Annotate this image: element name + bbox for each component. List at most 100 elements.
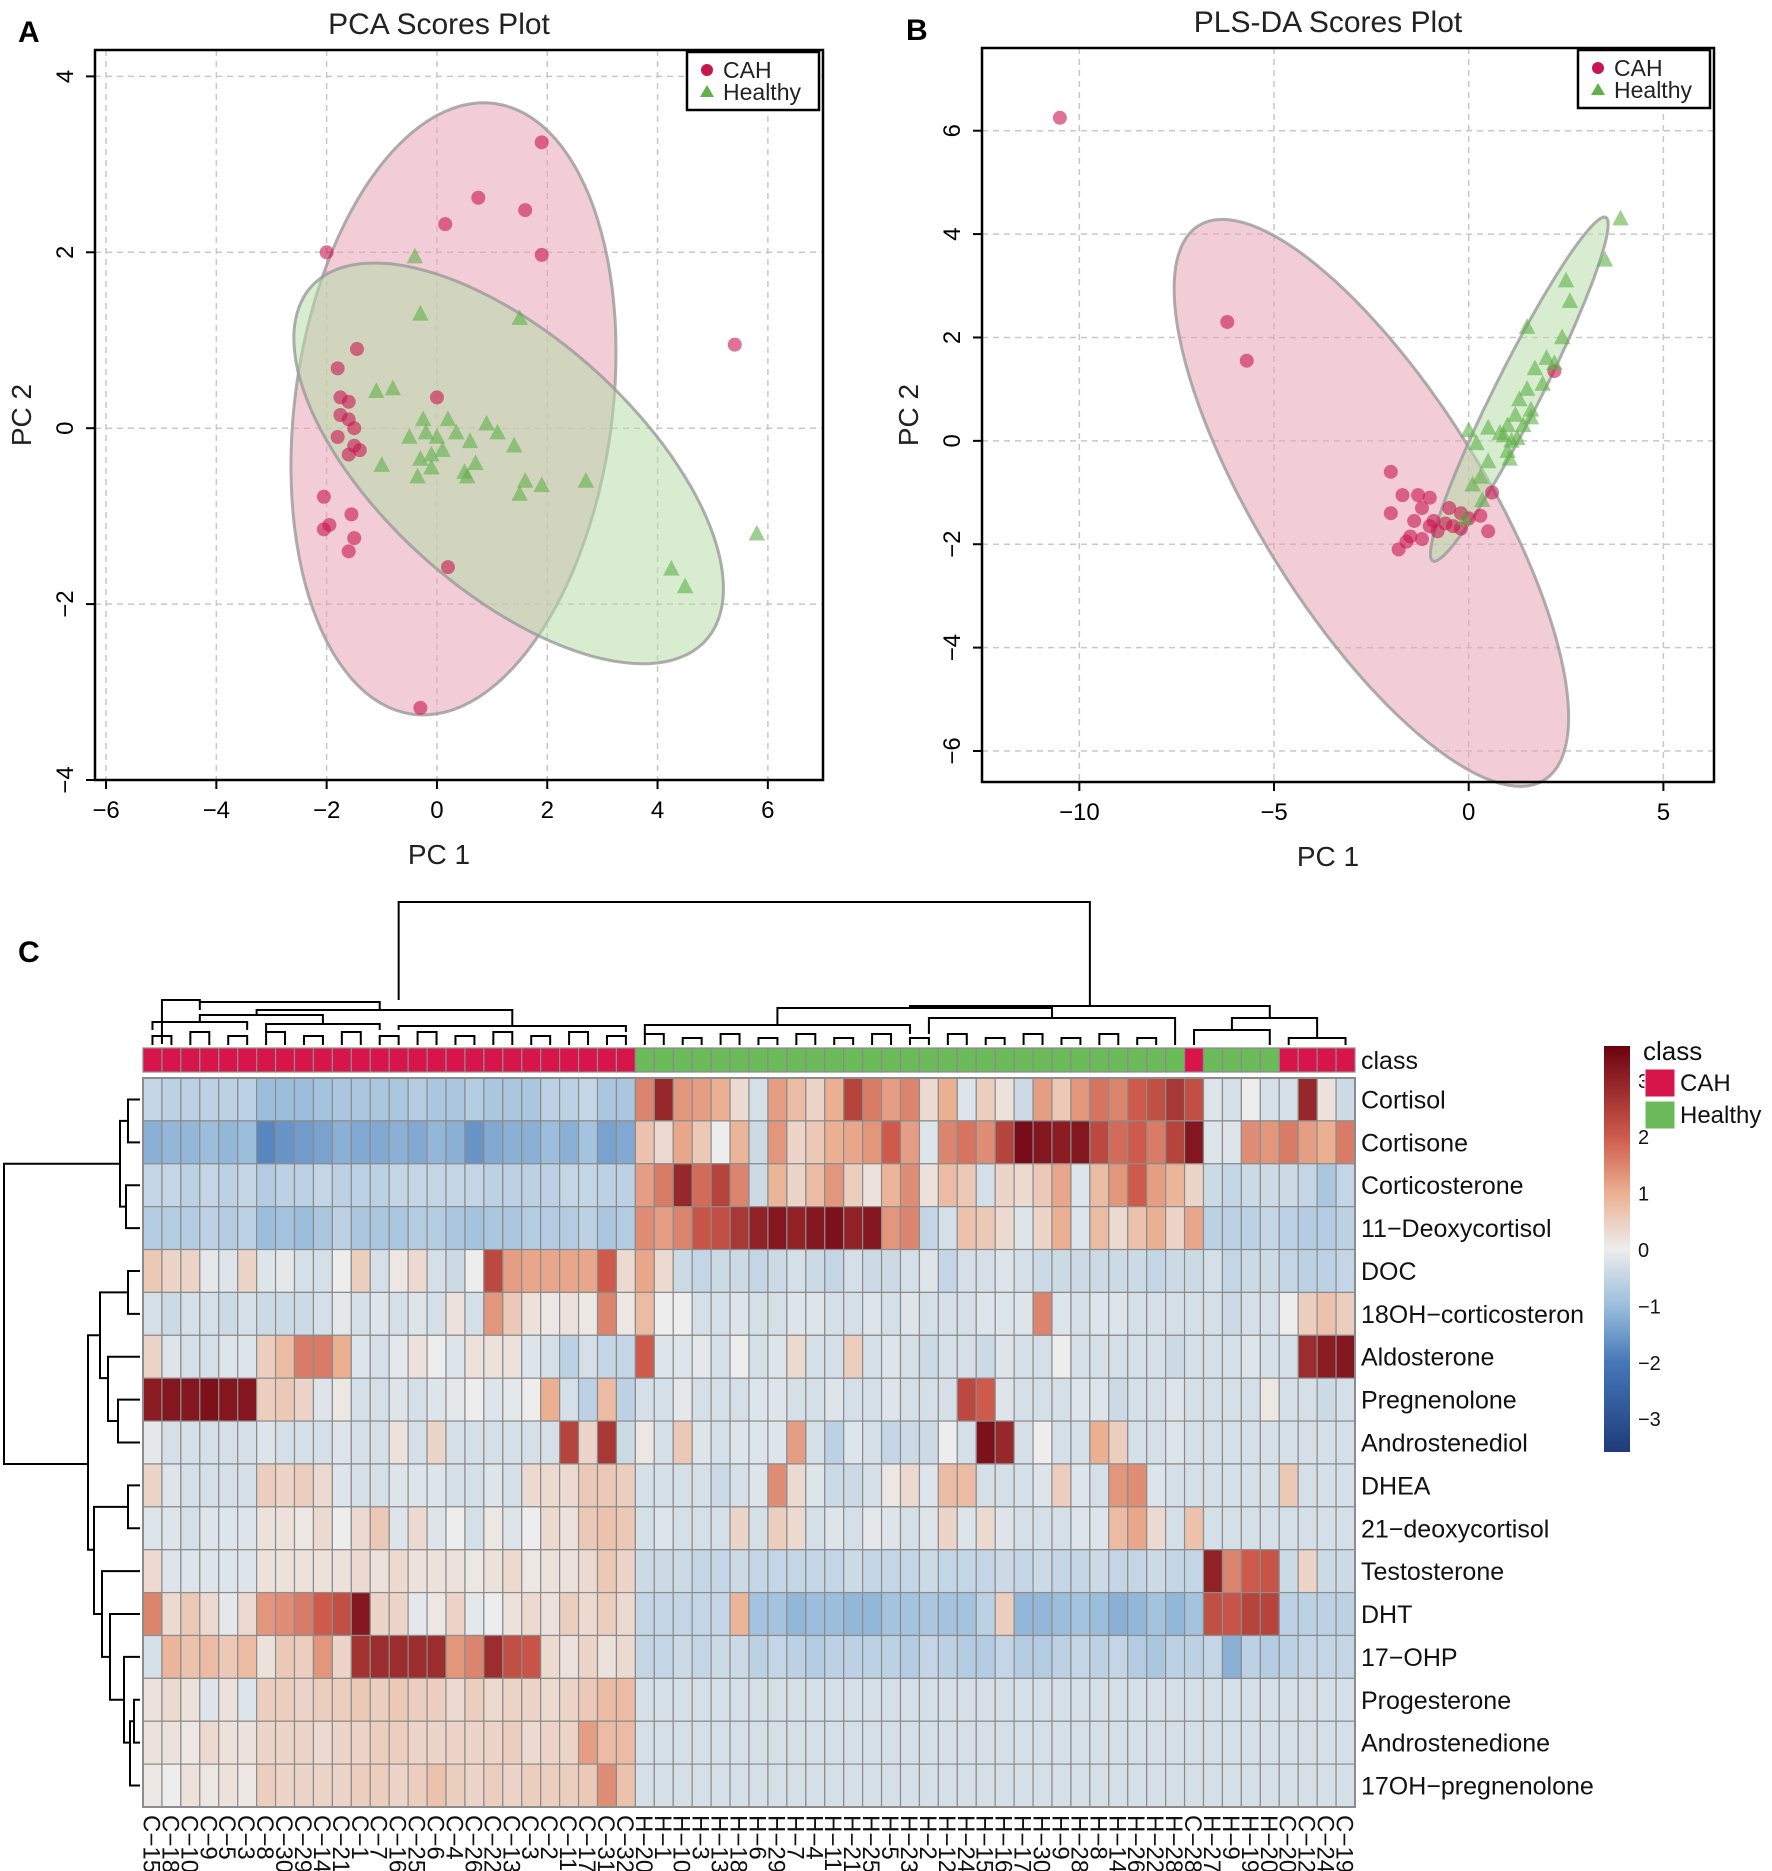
heatmap-cell — [672, 1377, 693, 1422]
y-tick-label: −2 — [52, 590, 79, 617]
x-tick-label: −10 — [1059, 799, 1100, 826]
healthy-point — [412, 449, 429, 466]
heatmap-cell — [161, 1463, 182, 1508]
heatmap-cell — [748, 1248, 769, 1294]
heatmap-cell — [1221, 1763, 1242, 1808]
heatmap-cell — [256, 1763, 277, 1808]
heatmap-cell — [937, 1549, 958, 1594]
heatmap-cell — [521, 1206, 542, 1251]
heatmap-cell — [1316, 1377, 1337, 1422]
healthy-point — [511, 309, 528, 326]
healthy-point — [439, 410, 457, 427]
heatmap-cell — [880, 1720, 902, 1765]
heatmap-cell — [1127, 1420, 1148, 1465]
heatmap-cell — [918, 1163, 939, 1208]
heatmap-cell — [237, 1763, 258, 1808]
heatmap-cell — [899, 1377, 921, 1422]
heatmap-cell — [634, 1763, 655, 1808]
heatmap-cell — [918, 1506, 939, 1551]
cah-point — [438, 217, 453, 232]
heatmap-cell — [388, 1720, 409, 1765]
dendrogram-link — [871, 1033, 893, 1045]
heatmap-cell — [691, 1720, 712, 1765]
heatmap-cell — [483, 1506, 504, 1551]
dendrogram-link — [3, 1162, 120, 1465]
heatmap-cell — [937, 1291, 958, 1336]
heatmap-cell — [502, 1291, 523, 1336]
class-legend-swatch — [1644, 1100, 1676, 1130]
healthy-point — [748, 524, 766, 541]
row-label: DHEA — [1361, 1472, 1431, 1500]
heatmap-cell — [1051, 1677, 1072, 1722]
heatmap-cell — [937, 1206, 958, 1251]
dendrogram-link — [795, 1033, 817, 1045]
heatmap-cell — [937, 1377, 958, 1422]
heatmap-cell — [1013, 1120, 1034, 1165]
heatmap-cell — [218, 1463, 239, 1508]
heatmap-cell — [331, 1591, 352, 1637]
heatmap-cell — [824, 1120, 845, 1165]
dendrogram-link — [568, 1031, 590, 1045]
heatmap-cell — [824, 1377, 845, 1422]
heatmap-cell — [274, 1506, 296, 1551]
heatmap-cell — [634, 1591, 655, 1637]
heatmap-cell — [1127, 1634, 1148, 1679]
class-bar-cell — [464, 1047, 485, 1073]
healthy-point — [1612, 209, 1629, 226]
heatmap-cell — [937, 1591, 958, 1637]
heatmap-cell — [1165, 1591, 1186, 1637]
heatmap-cell — [1089, 1420, 1110, 1465]
heatmap-cell — [862, 1634, 883, 1679]
heatmap-cell — [1297, 1720, 1318, 1765]
heatmap-cell — [426, 1120, 447, 1165]
heatmap-cell — [653, 1163, 674, 1208]
heatmap-cell — [1297, 1334, 1318, 1379]
heatmap-cell — [1202, 1677, 1224, 1722]
heatmap-cell — [256, 1677, 277, 1722]
heatmap-cell — [1183, 1077, 1205, 1122]
heatmap-cell — [615, 1677, 636, 1722]
column-label: H−9 — [1217, 1815, 1244, 1860]
heatmap-cell — [1165, 1549, 1186, 1594]
heatmap-cell — [369, 1677, 390, 1722]
heatmap-cell — [1278, 1720, 1299, 1765]
heatmap-cell — [1278, 1506, 1299, 1551]
class-bar-cell — [805, 1047, 826, 1073]
heatmap-cell — [142, 1206, 163, 1251]
heatmap-cell — [1221, 1120, 1242, 1165]
heatmap-cell — [445, 1677, 466, 1722]
heatmap-cell — [1221, 1677, 1242, 1722]
heatmap-cell — [142, 1463, 163, 1508]
heatmap-cell — [237, 1248, 258, 1294]
heatmap-cell — [1165, 1248, 1186, 1294]
heatmap-cell — [445, 1506, 466, 1551]
heatmap-cell — [1127, 1549, 1148, 1594]
column-label: H−24 — [952, 1815, 979, 1871]
heatmap-cell — [1089, 1163, 1110, 1208]
color-scale-tick: 3 — [1638, 1071, 1649, 1093]
row-dendrogram — [3, 1098, 140, 1787]
heatmap-cell — [369, 1549, 390, 1594]
heatmap-cell — [956, 1591, 977, 1637]
cah-point — [1239, 353, 1254, 368]
heatmap-cell — [729, 1206, 750, 1251]
cah-point — [1430, 524, 1445, 539]
heatmap-cell — [559, 1334, 580, 1379]
heatmap-cell — [918, 1077, 939, 1122]
heatmap-cell — [312, 1420, 333, 1465]
heatmap-cell — [615, 1591, 636, 1637]
heatmap-cell — [1316, 1120, 1337, 1165]
class-bar-cell — [653, 1047, 674, 1073]
heatmap-cell — [1127, 1677, 1148, 1722]
heatmap-cell — [483, 1677, 504, 1722]
heatmap-cell — [1165, 1206, 1186, 1251]
heatmap-cell — [1297, 1163, 1318, 1208]
heatmap-cell — [577, 1377, 599, 1422]
heatmap-cell — [483, 1206, 504, 1251]
heatmap-cell — [975, 1506, 996, 1551]
column-label: C−6 — [422, 1815, 449, 1860]
heatmap-cell — [312, 1120, 333, 1165]
heatmap-cell — [805, 1549, 826, 1594]
heatmap-cell — [218, 1163, 239, 1208]
heatmap-cell — [994, 1634, 1015, 1679]
